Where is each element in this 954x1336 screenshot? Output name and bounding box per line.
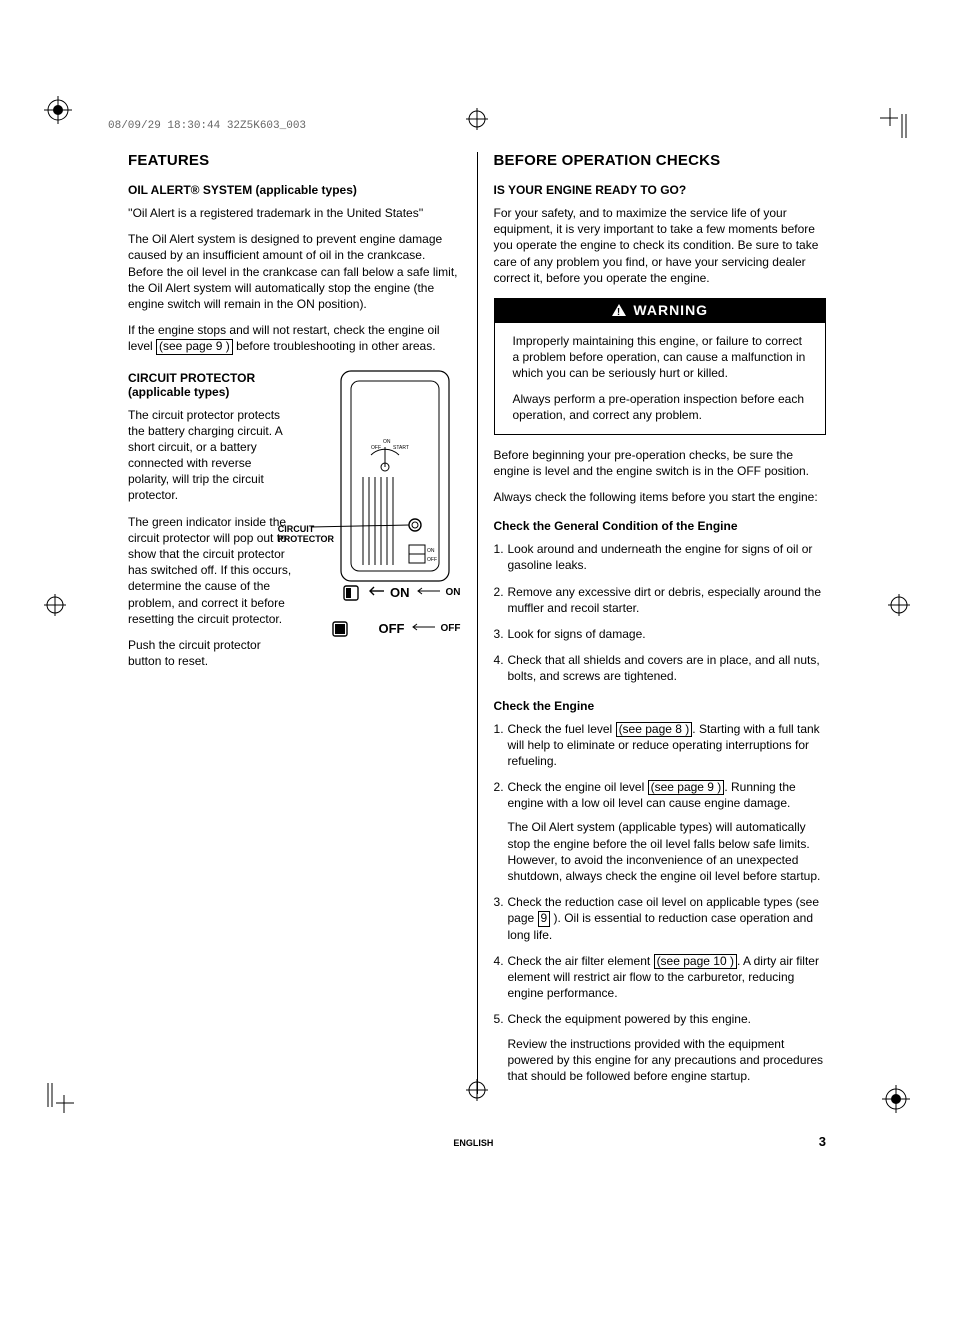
list-item: Check the engine oil level (see page 9 )… <box>494 779 827 884</box>
page-ref-link[interactable]: (see page 9 ) <box>648 780 725 795</box>
arrow-left-icon <box>416 587 440 598</box>
circuit-text-column: CIRCUIT PROTECTOR (applicable types) The… <box>128 365 296 680</box>
warning-box: ! WARNING Improperly maintaining this en… <box>494 298 827 435</box>
warning-p1: Improperly maintaining this engine, or f… <box>513 333 808 382</box>
list-item: Look for signs of damage. <box>494 626 827 642</box>
off-label-big: OFF <box>379 621 405 636</box>
check-engine-list: Check the fuel level (see page 8 ). Star… <box>494 721 827 1085</box>
page-ref-link[interactable]: (see page 9 ) <box>156 339 233 354</box>
circuit-protector-section: CIRCUIT PROTECTOR (applicable types) The… <box>128 365 461 680</box>
print-timestamp: 08/09/29 18:30:44 32Z5K603_003 <box>108 120 906 132</box>
preop-p1: Before beginning your pre-operation chec… <box>494 447 827 479</box>
panel-on-label: ON <box>383 439 391 445</box>
crop-mark-target-icon <box>44 96 72 124</box>
footer-language: ENGLISH <box>453 1138 493 1148</box>
crop-mark-target-icon <box>882 1085 910 1113</box>
page-footer: ENGLISH 3 <box>128 1134 826 1149</box>
page-ref-link[interactable]: (see page 10 ) <box>654 954 737 969</box>
svg-text:OFF: OFF <box>427 557 437 563</box>
arrow-left-icon <box>368 586 384 599</box>
crop-mark-cross-icon <box>44 594 66 616</box>
oil-alert-note: The Oil Alert system (applicable types) … <box>508 819 827 884</box>
crop-mark-cross-icon <box>466 1079 488 1101</box>
page-ref-link[interactable]: 9 <box>538 911 551 926</box>
list-item: Check the equipment powered by this engi… <box>494 1011 827 1084</box>
crop-mark-corner-icon <box>880 108 910 138</box>
right-column: BEFORE OPERATION CHECKS IS YOUR ENGINE R… <box>494 152 827 1094</box>
panel-off-label: OFF <box>371 445 381 451</box>
oil-alert-title: OIL ALERT® SYSTEM (applicable types) <box>128 183 461 197</box>
svg-text:ON: ON <box>427 548 435 554</box>
panel-start-label: START <box>393 445 409 451</box>
list-item: Check the air filter element (see page 1… <box>494 953 827 1002</box>
on-label-big: ON <box>390 585 410 600</box>
crop-mark-cross-icon <box>466 108 488 130</box>
list-item: Check that all shields and covers are in… <box>494 652 827 684</box>
oil-alert-desc: The Oil Alert system is designed to prev… <box>128 231 461 312</box>
switch-on-icon <box>342 584 362 602</box>
page: 08/09/29 18:30:44 32Z5K603_003 FEATURES … <box>0 0 954 1209</box>
list-item: Check the fuel level (see page 8 ). Star… <box>494 721 827 770</box>
switch-off-row: OFF OFF <box>306 620 461 638</box>
warning-triangle-icon: ! <box>611 303 627 320</box>
off-label-small: OFF <box>441 623 461 634</box>
equipment-review-note: Review the instructions provided with th… <box>508 1036 827 1085</box>
preop-p2: Always check the following items before … <box>494 489 827 505</box>
crop-mark-corner-icon <box>44 1083 74 1113</box>
circuit-title: CIRCUIT PROTECTOR (applicable types) <box>128 371 296 399</box>
svg-text:!: ! <box>617 307 621 317</box>
general-condition-list: Look around and underneath the engine fo… <box>494 541 827 684</box>
warning-body: Improperly maintaining this engine, or f… <box>495 323 826 434</box>
page-ref-link[interactable]: (see page 8 ) <box>616 722 693 737</box>
engine-panel-illustration: OFF ON START <box>311 365 461 605</box>
ready-title: IS YOUR ENGINE READY TO GO? <box>494 183 827 197</box>
list-item: Look around and underneath the engine fo… <box>494 541 827 573</box>
warning-header: ! WARNING <box>495 299 826 323</box>
before-operation-heading: BEFORE OPERATION CHECKS <box>494 152 827 169</box>
ready-paragraph: For your safety, and to maximize the ser… <box>494 205 827 286</box>
arrow-left-icon <box>411 623 435 634</box>
warning-p2: Always perform a pre-operation inspectio… <box>513 391 808 423</box>
two-column-layout: FEATURES OIL ALERT® SYSTEM (applicable t… <box>128 152 826 1094</box>
trademark-note: ''Oil Alert is a registered trademark in… <box>128 205 461 221</box>
circuit-figure: OFF ON START <box>306 365 461 680</box>
features-heading: FEATURES <box>128 152 461 169</box>
page-number: 3 <box>819 1134 826 1149</box>
circuit-p1: The circuit protector protects the batte… <box>128 407 296 504</box>
oil-alert-restart-note: If the engine stops and will not restart… <box>128 322 461 354</box>
list-item: Check the reduction case oil level on ap… <box>494 894 827 943</box>
switch-off-icon <box>331 620 351 638</box>
crop-mark-cross-icon <box>888 594 910 616</box>
left-column: FEATURES OIL ALERT® SYSTEM (applicable t… <box>128 152 461 1094</box>
circuit-p2: The green indicator inside the circuit p… <box>128 514 296 627</box>
general-condition-title: Check the General Condition of the Engin… <box>494 519 827 533</box>
warning-label: WARNING <box>633 302 708 318</box>
circuit-p3: Push the circuit protector button to res… <box>128 637 296 669</box>
check-engine-title: Check the Engine <box>494 699 827 713</box>
column-divider <box>477 152 478 1094</box>
list-item: Remove any excessive dirt or debris, esp… <box>494 584 827 616</box>
on-label-small: ON <box>446 587 461 598</box>
